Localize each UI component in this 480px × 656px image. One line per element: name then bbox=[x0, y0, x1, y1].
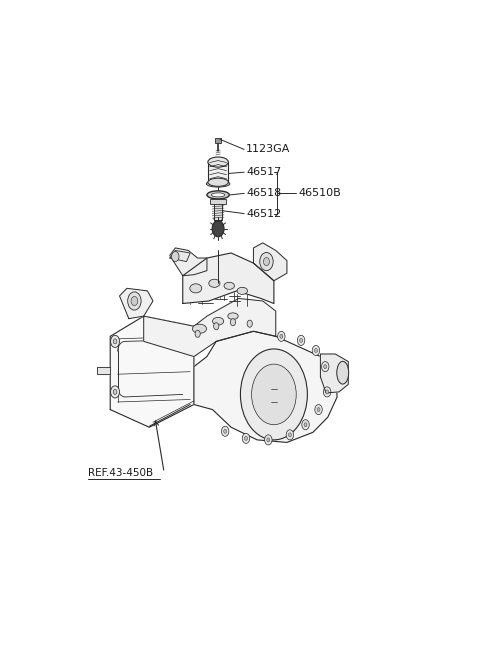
Circle shape bbox=[230, 319, 236, 326]
Circle shape bbox=[288, 433, 291, 437]
Circle shape bbox=[324, 387, 331, 397]
Circle shape bbox=[110, 335, 120, 348]
Circle shape bbox=[212, 220, 224, 237]
Ellipse shape bbox=[207, 191, 229, 199]
Circle shape bbox=[267, 438, 270, 442]
Circle shape bbox=[312, 346, 320, 356]
Circle shape bbox=[110, 386, 120, 398]
Ellipse shape bbox=[213, 318, 224, 325]
Circle shape bbox=[242, 434, 250, 443]
Circle shape bbox=[324, 365, 327, 369]
Circle shape bbox=[304, 422, 307, 427]
Circle shape bbox=[244, 436, 248, 440]
Circle shape bbox=[131, 297, 138, 306]
Circle shape bbox=[325, 390, 329, 394]
Ellipse shape bbox=[192, 324, 206, 333]
Circle shape bbox=[113, 339, 117, 344]
Ellipse shape bbox=[206, 180, 230, 187]
Ellipse shape bbox=[209, 279, 220, 287]
Bar bbox=[214, 201, 222, 220]
Polygon shape bbox=[144, 298, 276, 357]
Ellipse shape bbox=[228, 313, 238, 319]
Polygon shape bbox=[170, 251, 190, 262]
Circle shape bbox=[113, 390, 117, 394]
Ellipse shape bbox=[211, 193, 225, 197]
Polygon shape bbox=[183, 253, 274, 304]
Ellipse shape bbox=[208, 157, 228, 167]
Ellipse shape bbox=[337, 361, 348, 384]
Circle shape bbox=[317, 407, 320, 411]
Ellipse shape bbox=[190, 284, 202, 293]
Polygon shape bbox=[97, 367, 110, 374]
Circle shape bbox=[286, 430, 294, 440]
Polygon shape bbox=[253, 243, 287, 281]
Circle shape bbox=[264, 258, 269, 266]
Circle shape bbox=[260, 253, 273, 271]
Text: 1123GA: 1123GA bbox=[246, 144, 290, 154]
Circle shape bbox=[195, 330, 200, 337]
Circle shape bbox=[172, 251, 179, 262]
Text: REF.43-450B: REF.43-450B bbox=[88, 468, 153, 478]
Circle shape bbox=[214, 323, 219, 330]
Text: 46518: 46518 bbox=[246, 188, 281, 198]
Ellipse shape bbox=[208, 178, 228, 186]
Circle shape bbox=[302, 420, 309, 430]
Circle shape bbox=[264, 435, 272, 445]
Polygon shape bbox=[110, 316, 194, 427]
Ellipse shape bbox=[237, 287, 248, 295]
Circle shape bbox=[315, 405, 322, 415]
Polygon shape bbox=[120, 289, 153, 319]
Circle shape bbox=[280, 335, 283, 338]
Bar bbox=[210, 199, 226, 205]
Circle shape bbox=[314, 348, 317, 352]
Circle shape bbox=[240, 349, 307, 440]
Text: 46512: 46512 bbox=[246, 209, 281, 218]
Bar bbox=[208, 162, 228, 182]
Circle shape bbox=[224, 429, 227, 434]
Text: 46517: 46517 bbox=[246, 167, 281, 177]
Circle shape bbox=[128, 292, 141, 310]
Polygon shape bbox=[194, 331, 337, 442]
Polygon shape bbox=[321, 354, 348, 393]
Circle shape bbox=[252, 364, 296, 424]
Polygon shape bbox=[170, 248, 207, 276]
Bar bbox=[215, 138, 221, 143]
Circle shape bbox=[300, 338, 302, 342]
Circle shape bbox=[297, 335, 305, 346]
Ellipse shape bbox=[224, 282, 234, 289]
Circle shape bbox=[277, 331, 285, 341]
Circle shape bbox=[221, 426, 229, 436]
Text: 46510B: 46510B bbox=[298, 188, 341, 198]
Circle shape bbox=[247, 320, 252, 327]
Circle shape bbox=[322, 361, 329, 372]
